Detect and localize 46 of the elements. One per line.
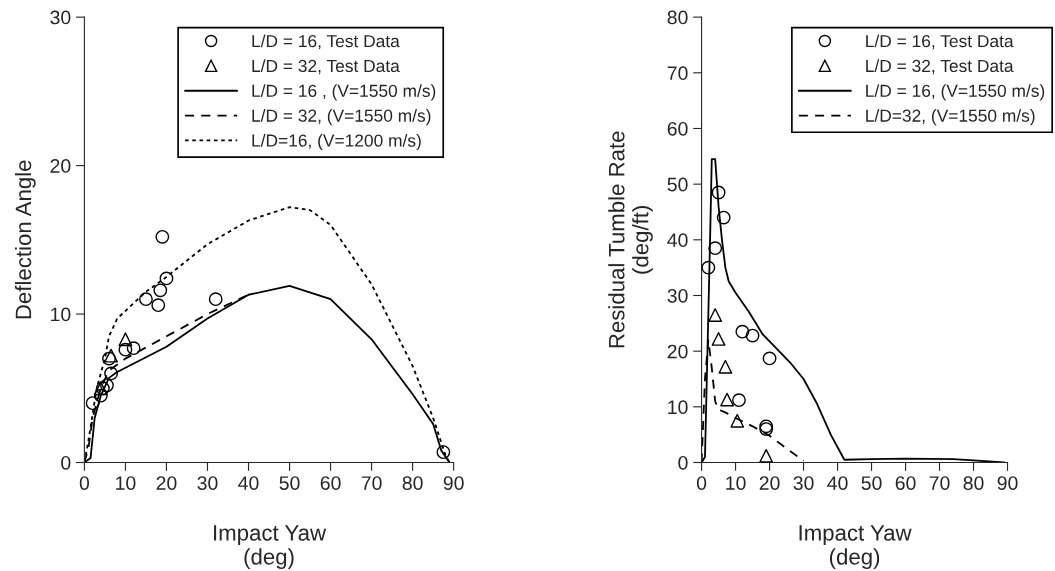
x-tick-label: 70 bbox=[361, 476, 382, 490]
y-tick-label: 0 bbox=[678, 455, 688, 470]
y-tick-label: 0 bbox=[61, 455, 71, 470]
legend-label: L/D = 32, (V=1550 m/s) bbox=[252, 109, 431, 126]
legend-label: L/D = 16, (V=1550 m/s) bbox=[866, 84, 1045, 101]
x-tick-label: 70 bbox=[929, 476, 950, 490]
x-tick-label: 0 bbox=[79, 476, 90, 490]
x-tick-label: 20 bbox=[156, 476, 177, 490]
x-tick-label: 90 bbox=[997, 476, 1018, 490]
y-tick-label: 10 bbox=[668, 400, 688, 415]
x-tick-label: 10 bbox=[726, 476, 746, 490]
legend-label: L/D = 32, Test Data bbox=[252, 59, 400, 75]
y-tick-label: 20 bbox=[667, 344, 688, 359]
y-axis-title: Residual Tumble Rate (deg/ft) bbox=[608, 131, 653, 348]
legend-label: L/D = 32, Test Data bbox=[866, 59, 1014, 75]
x-axis-title: Impact Yaw (deg) bbox=[799, 525, 912, 570]
x-tick-label: 80 bbox=[402, 476, 423, 490]
y-tick-label: 30 bbox=[50, 10, 71, 25]
legend-label: L/D=16, (V=1200 m/s) bbox=[252, 133, 421, 151]
x-tick-label: 40 bbox=[238, 476, 259, 490]
y-tick-label: 80 bbox=[667, 10, 688, 25]
x-tick-label: 20 bbox=[759, 476, 780, 490]
x-tick-label: 80 bbox=[963, 476, 984, 490]
legend-label: L/D = 16, Test Data bbox=[252, 34, 400, 50]
y-axis-title: Deflection Angle bbox=[14, 160, 36, 319]
x-tick-label: 50 bbox=[861, 476, 882, 490]
y-tick-label: 30 bbox=[667, 288, 688, 303]
x-tick-label: 60 bbox=[895, 476, 916, 490]
x-tick-label: 30 bbox=[197, 476, 218, 490]
x-tick-label: 0 bbox=[696, 476, 707, 490]
legend-label: L/D = 16, Test Data bbox=[866, 34, 1014, 50]
y-tick-label: 20 bbox=[50, 159, 71, 173]
y-tick-label: 70 bbox=[667, 66, 688, 81]
x-axis-title: Impact Yaw (deg) bbox=[214, 525, 327, 570]
x-tick-label: 60 bbox=[320, 476, 341, 490]
x-tick-label: 90 bbox=[443, 476, 464, 490]
y-tick-label: 50 bbox=[667, 177, 688, 192]
legend-label: L/D = 16 , (V=1550 m/s) bbox=[252, 84, 436, 101]
legend-label: L/D=32, (V=1550 m/s) bbox=[866, 109, 1035, 126]
x-tick-label: 40 bbox=[827, 476, 848, 490]
x-tick-label: 10 bbox=[116, 476, 136, 490]
y-tick-label: 10 bbox=[51, 307, 71, 322]
x-tick-label: 50 bbox=[279, 476, 300, 490]
y-tick-label: 60 bbox=[667, 121, 688, 136]
x-tick-label: 30 bbox=[793, 476, 814, 490]
y-tick-label: 40 bbox=[667, 233, 688, 248]
